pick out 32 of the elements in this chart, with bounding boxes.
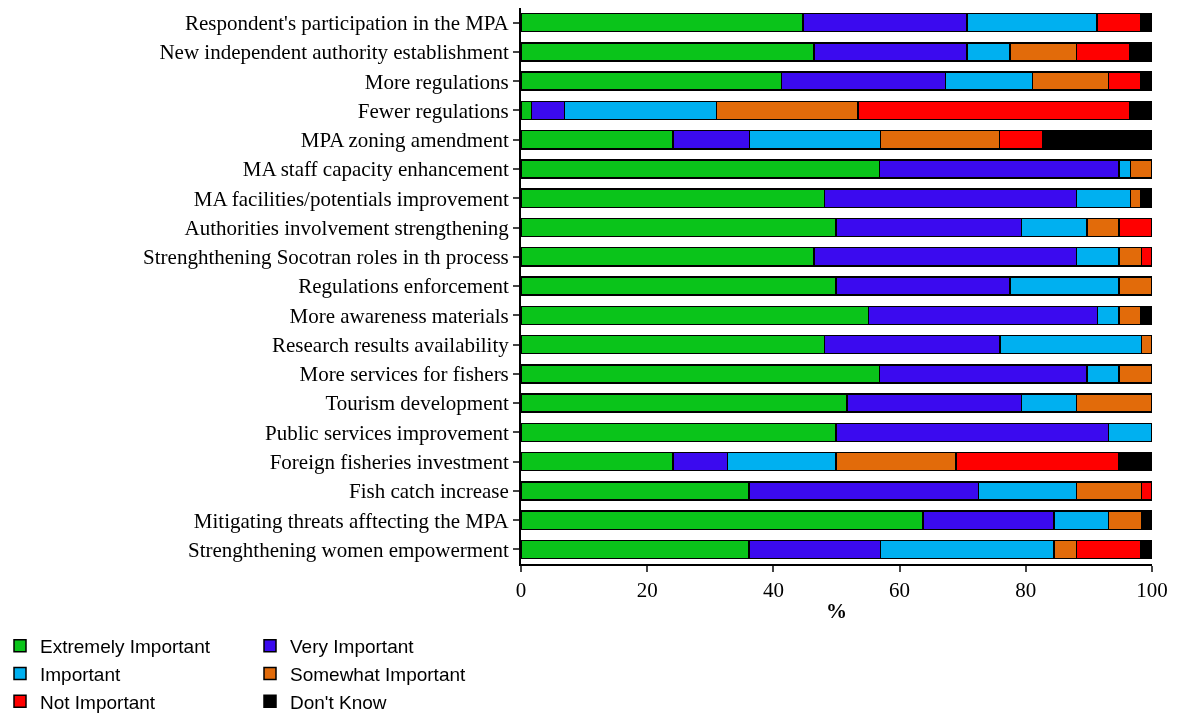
y-tick-label: Fish catch increase xyxy=(349,479,509,504)
x-tick-label: 80 xyxy=(1015,578,1037,603)
y-tick-label: Tourism development xyxy=(325,391,509,416)
y-tick-label: More services for fishers xyxy=(299,362,509,387)
x-tick-label: 0 xyxy=(515,578,527,603)
x-tick-label: 40 xyxy=(762,578,784,603)
legend-label: Don't Know xyxy=(290,691,387,713)
y-tick-label: Strenghthening women empowerment xyxy=(188,537,509,562)
y-tick-label: MA facilities/potentials improvement xyxy=(193,186,509,211)
y-tick-label: More awareness materials xyxy=(289,303,509,328)
y-tick-label: Authorities involvement strengthening xyxy=(184,215,510,240)
x-tick-label: 60 xyxy=(889,578,911,603)
y-tick-label: More regulations xyxy=(364,69,509,94)
y-tick-label: New independent authority establishment xyxy=(159,40,509,65)
y-tick-label: MA staff capacity enhancement xyxy=(242,157,509,182)
x-tick-label: 20 xyxy=(636,578,658,603)
y-tick-label: Fewer regulations xyxy=(357,98,509,123)
y-tick-label: Regulations enforcement xyxy=(298,274,509,299)
legend-label: Not Important xyxy=(40,691,156,713)
y-tick-label: Research results availability xyxy=(272,332,510,357)
y-tick-label: Mitigating threats afftecting the MPA xyxy=(193,508,510,533)
y-tick-label: Respondent's participation in the MPA xyxy=(184,10,510,35)
y-tick-label: Foreign fisheries investment xyxy=(269,450,509,475)
y-tick-label: Public services improvement xyxy=(265,420,509,445)
legend-label: Very Important xyxy=(290,636,415,658)
y-tick-label: Strenghthening Socotran roles in th process xyxy=(143,245,509,270)
legend-label: Somewhat Important xyxy=(290,663,467,685)
legend-label: Important xyxy=(40,663,121,685)
x-axis-title: % xyxy=(826,599,847,623)
x-tick-label: 100 xyxy=(1136,578,1168,603)
y-tick-label: MPA zoning amendment xyxy=(300,128,509,153)
legend-label: Extremely Important xyxy=(40,636,211,658)
